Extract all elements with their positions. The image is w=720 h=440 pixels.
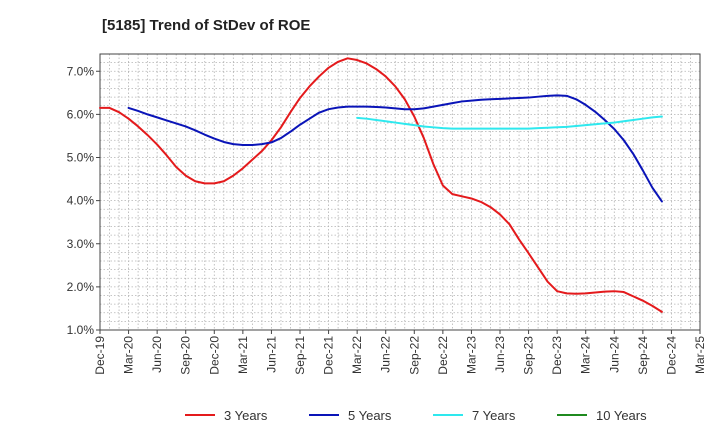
y-tick-label: 5.0% [67, 151, 95, 165]
legend-label: 7 Years [472, 408, 516, 423]
y-tick-label: 2.0% [67, 280, 95, 294]
x-tick-label: Mar-25 [693, 336, 707, 374]
legend-label: 5 Years [348, 408, 392, 423]
x-tick-label: Sep-24 [636, 336, 650, 375]
series-line-3-years [99, 57, 663, 313]
x-tick-label: Mar-24 [579, 336, 593, 374]
y-tick-label: 4.0% [67, 194, 95, 208]
legend: 3 Years 5 Years 7 Years 10 Years [185, 408, 647, 423]
x-tick-label: Dec-24 [664, 336, 678, 375]
legend-label: 10 Years [596, 408, 647, 423]
x-tick-label: Dec-20 [207, 336, 221, 375]
y-tick-label: 1.0% [67, 323, 95, 337]
x-tick-label: Sep-22 [407, 336, 421, 375]
x-tick-label: Jun-23 [493, 336, 507, 373]
y-axis: 1.0% 2.0% 3.0% 4.0% 5.0% 6.0% 7.0% [67, 64, 100, 337]
x-tick-label: Mar-23 [464, 336, 478, 374]
x-tick-label: Jun-21 [264, 336, 278, 373]
y-tick-label: 3.0% [67, 237, 95, 251]
x-axis: Dec-19 Mar-20 Jun-20 Sep-20 Dec-20 Mar-21 Jun-… [93, 330, 707, 375]
plot-border [99, 53, 701, 331]
plot-area [100, 54, 700, 330]
x-tick-label: Mar-22 [350, 336, 364, 374]
x-tick-label: Jun-22 [379, 336, 393, 373]
x-tick-label: Sep-20 [179, 336, 193, 375]
x-tick-label: Mar-21 [236, 336, 250, 374]
x-tick-label: Dec-22 [436, 336, 450, 375]
x-tick-label: Sep-23 [522, 336, 536, 375]
x-tick-label: Dec-19 [93, 336, 107, 375]
series-line-7-years [356, 115, 663, 130]
series-line-5-years [127, 94, 663, 203]
x-tick-label: Mar-20 [122, 336, 136, 374]
y-tick-label: 7.0% [67, 64, 95, 78]
legend-label: 3 Years [224, 408, 268, 423]
grid-lines [99, 53, 701, 331]
x-tick-label: Jun-20 [150, 336, 164, 373]
x-tick-label: Dec-21 [322, 336, 336, 375]
x-tick-label: Sep-21 [293, 336, 307, 375]
x-tick-label: Dec-23 [550, 336, 564, 375]
x-tick-label: Jun-24 [607, 336, 621, 373]
series-lines [99, 57, 663, 313]
y-tick-label: 6.0% [67, 107, 95, 121]
chart-title: [5185] Trend of StDev of ROE [102, 17, 310, 34]
